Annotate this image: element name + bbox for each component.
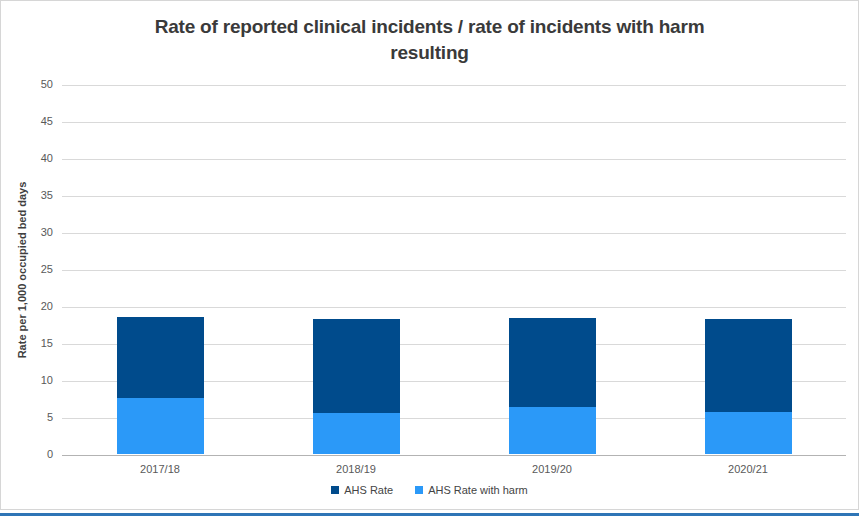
gridline-45	[62, 122, 846, 123]
y-tick-label-15: 15	[1, 337, 53, 349]
y-tick-label-45: 45	[1, 115, 53, 127]
y-tick-label-25: 25	[1, 263, 53, 275]
y-tick-label-0: 0	[1, 448, 53, 460]
y-tick-label-40: 40	[1, 152, 53, 164]
plot-area	[62, 85, 846, 455]
x-tick-label-2019-20: 2019/20	[454, 463, 650, 475]
report-page: Rate of reported clinical incidents / ra…	[0, 0, 859, 516]
y-tick-label-35: 35	[1, 189, 53, 201]
bar-2020-21-ahs-rate-with-harm	[705, 412, 792, 454]
legend-swatch-icon	[331, 486, 339, 494]
bar-2019-20-ahs-rate-with-harm	[509, 407, 596, 454]
gridline-50	[62, 85, 846, 86]
chart-legend: AHS Rate AHS Rate with harm	[1, 484, 858, 496]
chart-title-line-1: Rate of reported clinical incidents / ra…	[1, 14, 858, 40]
legend-item-ahs-rate-with-harm: AHS Rate with harm	[415, 484, 528, 496]
chart-card: Rate of reported clinical incidents / ra…	[0, 0, 859, 510]
x-tick-label-2020-21: 2020/21	[650, 463, 846, 475]
gridline-30	[62, 233, 846, 234]
bar-2018-19-ahs-rate-with-harm	[313, 413, 400, 454]
y-tick-label-5: 5	[1, 411, 53, 423]
chart-title: Rate of reported clinical incidents / ra…	[1, 14, 858, 66]
bar-2017-18-ahs-rate-with-harm	[117, 398, 204, 454]
y-tick-label-50: 50	[1, 78, 53, 90]
gridline-35	[62, 196, 846, 197]
legend-swatch-icon	[415, 486, 423, 494]
chart-title-line-2: resulting	[1, 40, 858, 66]
y-tick-label-20: 20	[1, 300, 53, 312]
legend-label: AHS Rate	[344, 484, 393, 496]
x-tick-label-2017-18: 2017/18	[62, 463, 258, 475]
x-tick-label-2018-19: 2018/19	[258, 463, 454, 475]
gridline-20	[62, 307, 846, 308]
y-tick-label-30: 30	[1, 226, 53, 238]
gridline-0	[62, 455, 846, 456]
legend-label: AHS Rate with harm	[428, 484, 528, 496]
legend-item-ahs-rate: AHS Rate	[331, 484, 393, 496]
gridline-25	[62, 270, 846, 271]
y-tick-label-10: 10	[1, 374, 53, 386]
gridline-40	[62, 159, 846, 160]
